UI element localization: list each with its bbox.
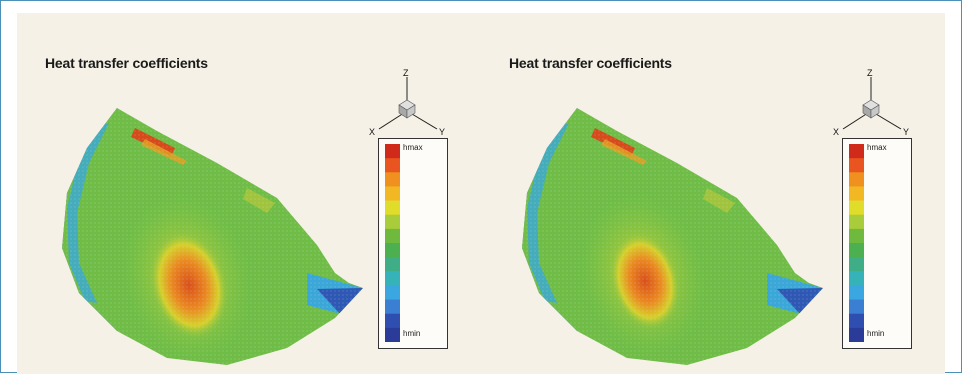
panel-left: Heat transfer coefficients bbox=[17, 13, 481, 374]
colorbar-swatch bbox=[385, 200, 400, 216]
colorbar-swatch bbox=[385, 313, 400, 329]
colorbar-swatch bbox=[849, 200, 864, 216]
colorbar-swatch bbox=[849, 299, 864, 315]
legend-min-label: hmin bbox=[867, 329, 885, 338]
colorbar-swatch bbox=[849, 172, 864, 187]
axis-y-label: Y bbox=[903, 127, 909, 137]
heat-map-plot bbox=[62, 108, 363, 365]
colorbar-swatch bbox=[849, 186, 864, 201]
axes-triad: Z X Y bbox=[369, 69, 445, 137]
colorbar-swatch bbox=[385, 158, 400, 173]
colorbar-swatch bbox=[385, 285, 400, 300]
legend-max-label: hmax bbox=[403, 143, 423, 152]
heat-map-plot bbox=[522, 108, 823, 365]
panel-title: Heat transfer coefficients bbox=[509, 55, 672, 71]
colorbar-swatch bbox=[849, 271, 864, 286]
axes-triad: Z X Y bbox=[833, 69, 909, 137]
colorbar-swatch bbox=[385, 186, 400, 201]
axis-z-label: Z bbox=[403, 69, 409, 78]
axis-y-label: Y bbox=[439, 127, 445, 137]
colorbar-swatch bbox=[385, 214, 400, 230]
colorbar-swatch bbox=[849, 158, 864, 173]
colorbar-swatch bbox=[385, 257, 400, 272]
color-legend: hmax hmin bbox=[378, 138, 448, 349]
axes-cube-icon bbox=[862, 99, 880, 119]
colorbar bbox=[849, 144, 864, 342]
colorbar-swatch bbox=[385, 144, 400, 159]
colorbar-swatch bbox=[385, 299, 400, 315]
colorbar-swatch bbox=[849, 144, 864, 159]
color-legend: hmax hmin bbox=[842, 138, 912, 349]
axis-z-label: Z bbox=[867, 69, 873, 78]
axes-cube-icon bbox=[398, 99, 416, 119]
axis-x-label: X bbox=[369, 127, 375, 137]
colorbar-swatch bbox=[849, 243, 864, 258]
colorbar bbox=[385, 144, 400, 342]
axis-x-label: X bbox=[833, 127, 839, 137]
colorbar-swatch bbox=[849, 285, 864, 300]
colorbar-swatch bbox=[385, 243, 400, 258]
legend-max-label: hmax bbox=[867, 143, 887, 152]
colorbar-swatch bbox=[849, 327, 864, 342]
legend-min-label: hmin bbox=[403, 329, 421, 338]
colorbar-swatch bbox=[849, 214, 864, 230]
colorbar-swatch bbox=[385, 271, 400, 286]
colorbar-swatch bbox=[385, 172, 400, 187]
colorbar-swatch bbox=[385, 228, 400, 244]
colorbar-swatch bbox=[849, 228, 864, 244]
colorbar-swatch bbox=[385, 327, 400, 342]
figure-background: Heat transfer coefficients bbox=[17, 13, 945, 374]
panel-right: Heat transfer coefficients bbox=[481, 13, 945, 374]
colorbar-swatch bbox=[849, 313, 864, 329]
colorbar-swatch bbox=[849, 257, 864, 272]
panel-title: Heat transfer coefficients bbox=[45, 55, 208, 71]
